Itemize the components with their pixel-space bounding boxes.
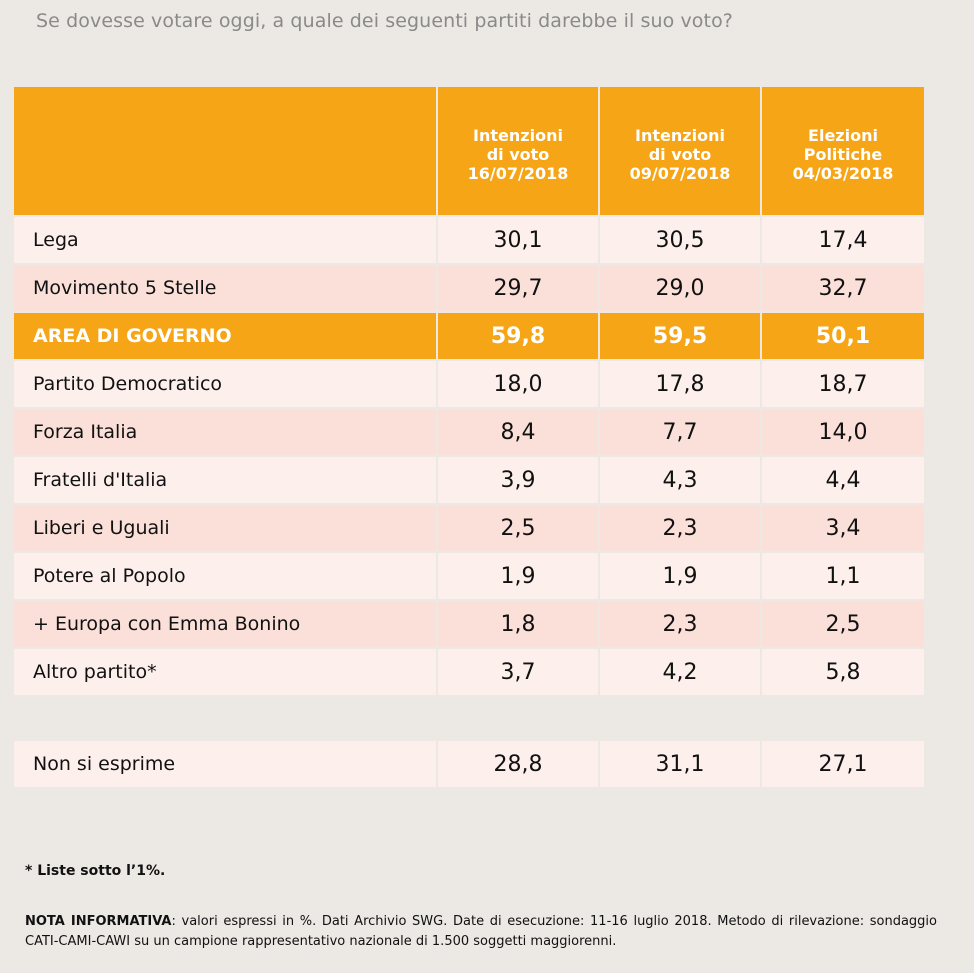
row-value-09-07: 2,3: [600, 505, 760, 551]
row-value-16-07: 29,7: [438, 265, 598, 311]
row-label: Liberi e Uguali: [14, 505, 436, 551]
row-value-16-07: 18,0: [438, 361, 598, 407]
info-note-text: : valori espressi in %. Dati Archivio SW…: [25, 914, 938, 949]
row-value-16-07: 3,7: [438, 649, 598, 695]
row-value-elezioni: 50,1: [762, 313, 924, 359]
row-value-16-07: 28,8: [438, 741, 598, 787]
row-value-elezioni: 17,4: [762, 217, 924, 263]
row-value-elezioni: 14,0: [762, 409, 924, 455]
table-row: + Europa con Emma Bonino 1,8 2,3 2,5: [14, 601, 924, 647]
table-row: Partito Democratico 18,0 17,8 18,7: [14, 361, 924, 407]
row-label: + Europa con Emma Bonino: [14, 601, 436, 647]
table-row-area-governo: AREA DI GOVERNO 59,8 59,5 50,1: [14, 313, 924, 359]
results-table: Intenzioni di voto 16/07/2018 Intenzioni…: [14, 87, 924, 789]
info-note-label: NOTA INFORMATIVA: [25, 914, 172, 929]
row-value-09-07: 7,7: [600, 409, 760, 455]
table-body: Lega 30,1 30,5 17,4 Movimento 5 Stelle 29,7 29…: [14, 217, 924, 695]
header-col2-line3: 09/07/2018: [629, 163, 731, 183]
table-row: Potere al Popolo 1,9 1,9 1,1: [14, 553, 924, 599]
row-value-09-07: 31,1: [600, 741, 760, 787]
header-col2-line1: Intenzioni: [635, 125, 725, 145]
row-value-elezioni: 2,5: [762, 601, 924, 647]
row-value-elezioni: 3,4: [762, 505, 924, 551]
footnote: * Liste sotto l’1%.: [25, 863, 166, 879]
row-value-elezioni: 1,1: [762, 553, 924, 599]
row-label: Movimento 5 Stelle: [14, 265, 436, 311]
header-col1-line2: di voto: [486, 144, 550, 164]
row-value-16-07: 59,8: [438, 313, 598, 359]
row-value-16-07: 8,4: [438, 409, 598, 455]
header-col1-line1: Intenzioni: [473, 125, 563, 145]
row-value-16-07: 2,5: [438, 505, 598, 551]
header-col-16-07: Intenzioni di voto 16/07/2018: [438, 87, 598, 215]
table-row-non-esprime: Non si esprime 28,8 31,1 27,1: [14, 741, 924, 787]
row-label: Lega: [14, 217, 436, 263]
row-value-09-07: 1,9: [600, 553, 760, 599]
row-value-elezioni: 32,7: [762, 265, 924, 311]
header-col-09-07: Intenzioni di voto 09/07/2018: [600, 87, 760, 215]
row-value-elezioni: 18,7: [762, 361, 924, 407]
row-value-16-07: 30,1: [438, 217, 598, 263]
row-label: Fratelli d'Italia: [14, 457, 436, 503]
header-col2-line2: di voto: [648, 144, 712, 164]
row-value-16-07: 3,9: [438, 457, 598, 503]
header-col3-line2: Politiche: [803, 144, 883, 164]
page-title: Se dovesse votare oggi, a quale dei segu…: [36, 10, 733, 32]
row-value-elezioni: 4,4: [762, 457, 924, 503]
info-note: NOTA INFORMATIVA: valori espressi in %. …: [25, 912, 937, 952]
row-label: AREA DI GOVERNO: [14, 313, 436, 359]
header-col3-line3: 04/03/2018: [792, 163, 894, 183]
table-row: Liberi e Uguali 2,5 2,3 3,4: [14, 505, 924, 551]
table-row: Lega 30,1 30,5 17,4: [14, 217, 924, 263]
row-label: Forza Italia: [14, 409, 436, 455]
table-header: Intenzioni di voto 16/07/2018 Intenzioni…: [14, 87, 924, 215]
row-value-09-07: 4,3: [600, 457, 760, 503]
row-value-16-07: 1,8: [438, 601, 598, 647]
row-value-09-07: 2,3: [600, 601, 760, 647]
table-row: Movimento 5 Stelle 29,7 29,0 32,7: [14, 265, 924, 311]
row-label: Non si esprime: [14, 741, 436, 787]
header-col-elezioni: Elezioni Politiche 04/03/2018: [762, 87, 924, 215]
row-value-09-07: 59,5: [600, 313, 760, 359]
row-label: Altro partito*: [14, 649, 436, 695]
row-value-elezioni: 27,1: [762, 741, 924, 787]
header-col3-line1: Elezioni: [808, 125, 878, 145]
header-col1-line3: 16/07/2018: [467, 163, 569, 183]
row-value-16-07: 1,9: [438, 553, 598, 599]
row-value-09-07: 17,8: [600, 361, 760, 407]
row-value-09-07: 4,2: [600, 649, 760, 695]
table-row: Forza Italia 8,4 7,7 14,0: [14, 409, 924, 455]
header-blank: [14, 87, 436, 215]
row-value-elezioni: 5,8: [762, 649, 924, 695]
row-value-09-07: 29,0: [600, 265, 760, 311]
table-row: Altro partito* 3,7 4,2 5,8: [14, 649, 924, 695]
row-label: Potere al Popolo: [14, 553, 436, 599]
table-row: Fratelli d'Italia 3,9 4,3 4,4: [14, 457, 924, 503]
row-value-09-07: 30,5: [600, 217, 760, 263]
table-spacer: [14, 697, 924, 741]
row-label: Partito Democratico: [14, 361, 436, 407]
